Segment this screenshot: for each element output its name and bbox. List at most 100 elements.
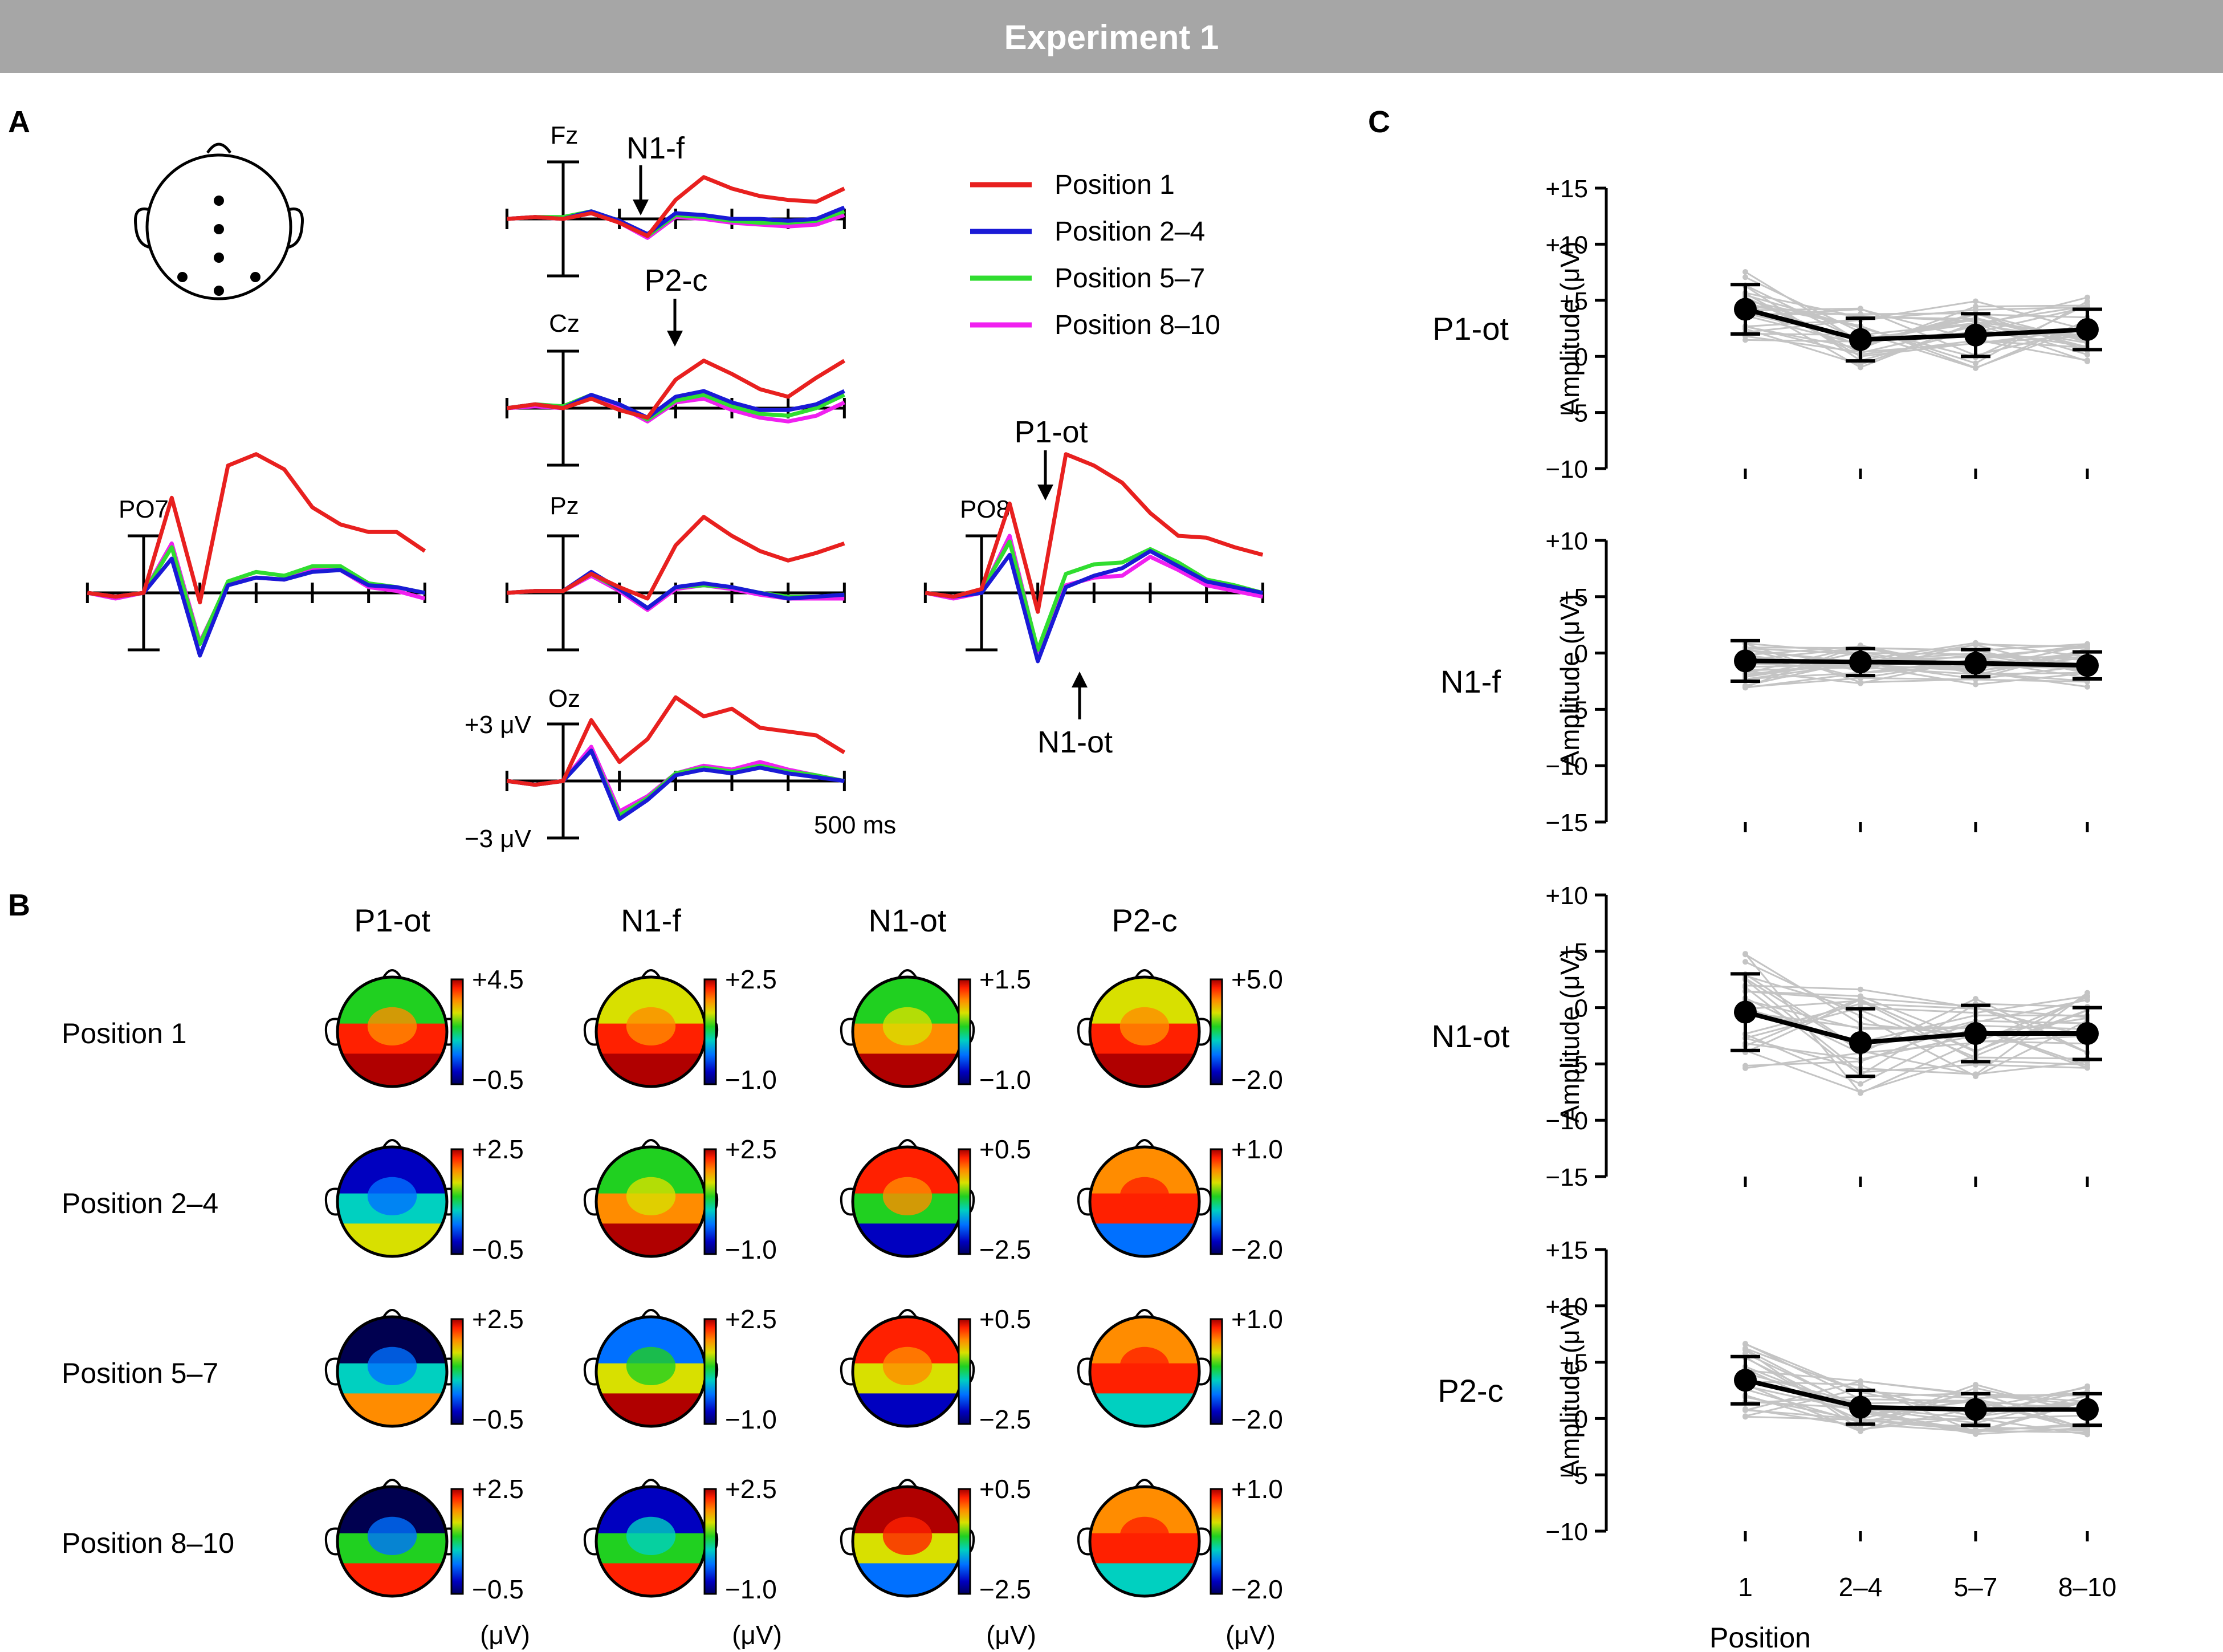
subject-point-p1-ot-16-4 [2084,359,2090,364]
trace-cz-position-1 [506,359,846,420]
topomap-region-center-r4-c2 [626,1516,676,1555]
colorbar-r4-c1 [450,1488,464,1595]
topomap-r2-c2: +2.5 −1.0 [583,1134,777,1264]
panel-label-c: C [1368,105,1390,139]
y-tick-label-p2-c-2: −5 [1560,1462,1588,1490]
subject-point-n1-f-26-4 [2084,644,2090,650]
topomap-region-center-r3-c3 [882,1346,933,1385]
subject-line-p1-ot-21 [1745,307,2088,357]
colorbar-min-r4-c3: −2.5 [979,1574,1031,1604]
header-background [0,0,2223,73]
topomap-ear-left-r2-c3 [840,1187,854,1216]
annotation-p1-ot: P1-ot [1014,415,1088,449]
topomap-ear-left-r4-c3 [840,1527,854,1556]
subject-line-p1-ot-19 [1745,299,2088,369]
y-axis-label-p2-c: Amplitude (μV) [1555,1303,1585,1477]
topomap-r3-c1: +2.5 −0.5 [324,1304,524,1434]
y-tick-label-p2-c-3: 0 [1574,1405,1588,1433]
annotation-n1-f: N1-f [626,131,685,165]
topomap-region-center-r2-c2 [626,1177,676,1215]
colorbar-max-r3-c1: +2.5 [472,1304,524,1334]
component-label-p2-c: P2-c [1438,1373,1503,1409]
colorbar-unit-col-4: (μV) [1226,1620,1276,1650]
colorbar-min-r2-c1: −0.5 [472,1235,524,1264]
mean-point-p1-ot-3 [1964,323,1987,347]
subject-point-p2-c-25-2 [1858,1426,1863,1433]
amplitude-plots: Position P1-ot Amplitude (μV) −10 −5 0 +5 +10 +… [1432,175,2117,1652]
colorbar-r3-c4 [1210,1318,1223,1425]
subject-line-n1-ot-18 [1745,1011,2088,1067]
y-tick-label-p2-c-5: +10 [1545,1293,1588,1321]
colorbar-min-r4-c1: −0.5 [472,1574,524,1604]
subject-point-p2-c-8-3 [1973,1385,1978,1391]
component-label-p1-ot: P1-ot [1432,311,1509,347]
topomap-region-center-r1-c1 [367,1007,417,1045]
y-tick-label-n1-ot-2: −10 [1545,1107,1588,1135]
subject-point-p1-ot-7-3 [1973,303,1978,310]
subject-point-p1-ot-16-2 [1858,361,1863,368]
x-tick-label-3: 5–7 [1954,1572,1998,1602]
topomap-ear-left-r2-c2 [583,1187,598,1216]
topomap-outline-r2-c4 [1088,1145,1201,1258]
arrowhead-p2-c [667,331,683,347]
topomap-region-center-r4-c4 [1119,1516,1170,1555]
colorbar-max-r4-c4: +1.0 [1231,1474,1283,1504]
colorbar-max-r2-c4: +1.0 [1231,1134,1283,1164]
subject-line-p1-ot-25 [1745,305,2088,336]
topomap-outline-r3-c4 [1088,1315,1201,1428]
mean-point-p1-ot-4 [2076,318,2099,341]
topo-row-label-position-5-7: Position 5–7 [62,1357,218,1389]
colorbar-r2-c1 [450,1148,464,1255]
y-tick-label-n1-f-2: −10 [1545,752,1588,780]
x-tick-label-1: 1 [1738,1572,1753,1602]
x-tick-label-4: 8–10 [2058,1572,2116,1602]
component-label-n1-f: N1-f [1440,664,1501,699]
subject-point-n1-ot-21-4 [2084,990,2090,996]
topomap-region-center-r3-c4 [1119,1346,1170,1385]
topomap-outline-r1-c1 [336,975,449,1088]
amplitude-x-axis-label: Position [1709,1622,1811,1652]
amplitude-plot-n1-f: N1-f Amplitude (μV) −15 −10 −5 0 +5 +10 [1440,527,2102,837]
subject-line-p2-c-21 [1745,1385,2088,1434]
colorbar-r3-c1 [450,1318,464,1425]
subject-line-n1-ot-10 [1745,999,2088,1066]
electrode-label-cz: Cz [549,310,580,337]
y-tick-label-n1-ot-6: +10 [1545,882,1588,910]
colorbar-r4-c4 [1210,1488,1223,1595]
scale-label-time: 500 ms [814,811,896,839]
subject-point-n1-ot-16-1 [1742,1063,1748,1069]
colorbar-unit-col-2: (μV) [732,1620,782,1650]
topomap-ear-left-r4-c2 [583,1527,598,1556]
topomap-r1-c2: +2.5 −1.0 [583,965,777,1094]
electrode-dot-pz [214,253,224,263]
annotation-n1-ot: N1-ot [1037,725,1113,759]
topomap-region-center-r4-c1 [367,1516,417,1555]
colorbar-max-r4-c3: +0.5 [979,1474,1031,1504]
subject-line-n1-ot-19 [1745,973,2088,1051]
y-tick-label-p2-c-6: +15 [1545,1236,1588,1264]
subject-point-n1-ot-23-2 [1858,993,1863,999]
colorbar-max-r1-c1: +4.5 [472,965,524,994]
y-tick-label-p1-ot-5: +10 [1545,231,1588,259]
y-tick-label-n1-f-1: −15 [1545,809,1588,837]
topomap-ear-left-r1-c4 [1077,1018,1092,1046]
topomap-region-center-r3-c1 [367,1346,417,1385]
mean-point-n1-ot-1 [1734,1000,1757,1024]
subject-line-n1-ot-16 [1745,999,2088,1067]
trace-po7-position-1 [87,452,426,605]
y-axis-label-p1-ot: Amplitude (μV) [1555,241,1585,415]
mean-point-p1-ot-2 [1849,328,1872,351]
subject-point-p1-ot-24-3 [1973,298,1978,304]
legend-label-position-5-7: Position 5–7 [1054,263,1205,294]
subject-point-p1-ot-21-2 [1858,306,1863,312]
colorbar-max-r4-c2: +2.5 [725,1474,777,1504]
waveform-plot-fz: Fz [505,121,846,278]
y-tick-label-n1-ot-5: +5 [1560,938,1588,966]
subject-line-n1-f-11 [1745,642,2088,687]
y-tick-label-p1-ot-2: −5 [1560,400,1588,428]
subject-point-p2-c-4-1 [1742,1341,1748,1347]
topomap-fill-r4-c4 [1090,1487,1199,1596]
colorbar-max-r4-c1: +2.5 [472,1474,524,1504]
topomap-region-center-r2-c4 [1119,1177,1170,1215]
colorbar-unit-col-3: (μV) [986,1620,1036,1650]
